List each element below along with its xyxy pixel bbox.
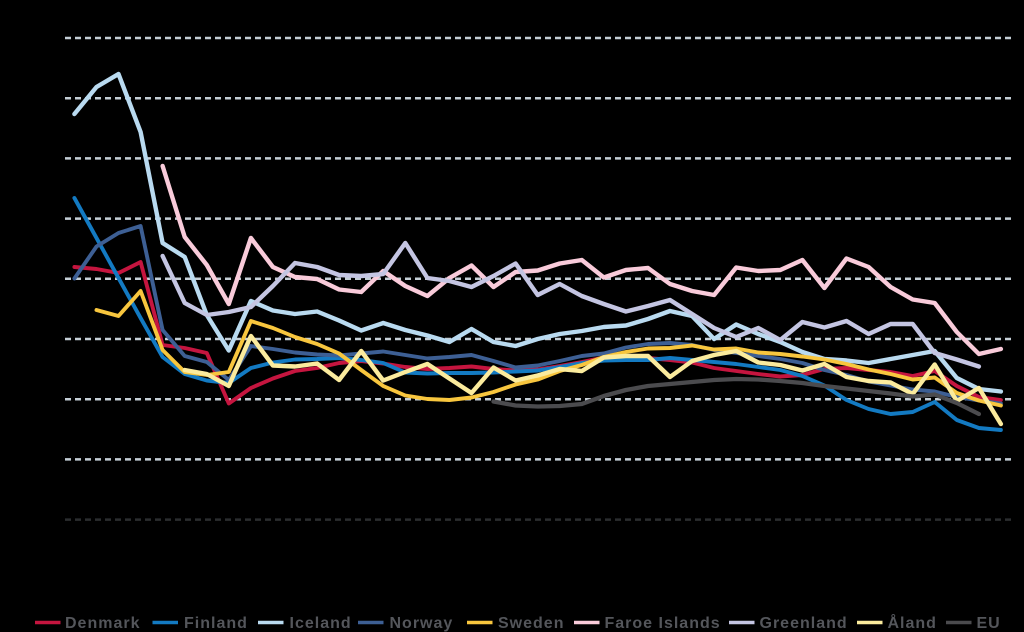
svg-text:Åland: Åland xyxy=(888,613,937,632)
svg-text:Greenland: Greenland xyxy=(760,615,848,632)
svg-text:EU: EU xyxy=(977,615,1001,632)
svg-text:Denmark: Denmark xyxy=(65,615,140,632)
svg-text:Sweden: Sweden xyxy=(498,615,564,632)
svg-text:Norway: Norway xyxy=(390,615,454,632)
svg-text:Faroe Islands: Faroe Islands xyxy=(605,615,721,632)
svg-text:Finland: Finland xyxy=(184,615,248,632)
svg-text:Iceland: Iceland xyxy=(290,615,352,632)
